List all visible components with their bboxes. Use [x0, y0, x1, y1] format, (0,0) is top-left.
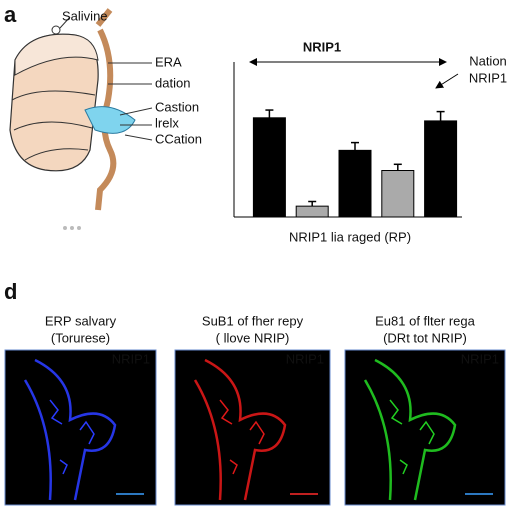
image-title: SuB1 of fher repy — [202, 313, 304, 328]
diagram-label: Castion — [155, 99, 199, 114]
panel-label: d — [4, 279, 17, 304]
image-title: (Torurese) — [51, 330, 110, 345]
diagram-label: dation — [155, 75, 190, 90]
annotation-arrow — [435, 73, 459, 89]
diagram-label: Salivine — [62, 8, 108, 23]
bone-outline — [23, 358, 117, 501]
annotation: NRIP1 — [469, 70, 507, 85]
bar — [424, 120, 458, 218]
bone-texture — [49, 399, 95, 475]
image-title: Eu81 of flter rega — [375, 313, 475, 328]
bar — [338, 149, 372, 218]
error-bar — [351, 141, 359, 151]
error-bar — [393, 163, 402, 171]
error-bar — [265, 109, 274, 118]
image-tag: NRIP1 — [112, 351, 150, 366]
chart-title: NRIP1 — [303, 39, 341, 54]
bone-outline — [363, 358, 457, 501]
micrograph — [4, 349, 157, 506]
image-title: (DRt tot NRIP) — [383, 330, 467, 345]
bone-texture — [219, 399, 265, 475]
image-title: ( llove NRIP) — [216, 330, 290, 345]
annotation: Nation — [469, 53, 507, 68]
bone-texture — [389, 399, 435, 475]
bone-outline — [193, 358, 287, 501]
image-title: ERP salvary — [45, 313, 117, 328]
x-axis-label: NRIP1 lia raged (RP) — [289, 229, 411, 244]
anatomy-diagram — [9, 8, 153, 230]
diagram-label: ERA — [155, 54, 182, 69]
micrograph — [344, 349, 506, 506]
diagram-label: CCation — [155, 131, 202, 146]
diagram-label: lrelx — [155, 115, 179, 130]
panel-label: a — [4, 2, 17, 27]
error-bar — [436, 110, 445, 121]
bar — [252, 117, 286, 218]
bar — [381, 170, 415, 218]
error-bar — [308, 200, 317, 207]
image-tag: NRIP1 — [286, 351, 324, 366]
bar — [295, 205, 329, 218]
image-tag: NRIP1 — [461, 351, 499, 366]
